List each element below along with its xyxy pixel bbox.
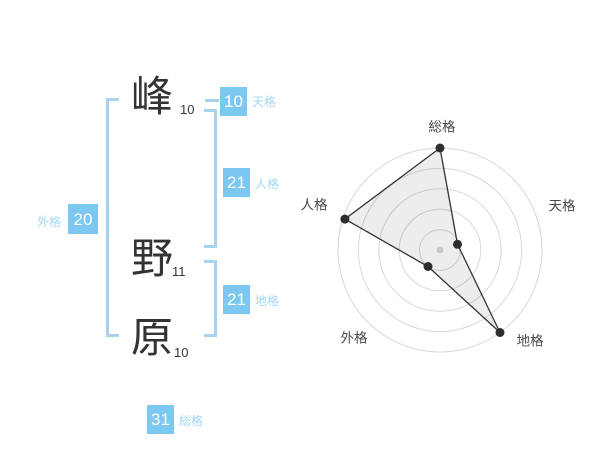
radar-data-point: [423, 262, 433, 271]
gaikaku-label: 外格: [37, 215, 62, 229]
soukaku-badge: 31: [147, 405, 174, 434]
radar-axis-label: 外格: [341, 331, 368, 346]
radar-data-point: [340, 214, 350, 224]
tenkaku-label: 天格: [252, 95, 277, 109]
stroke-count-2: 11: [172, 264, 186, 279]
jinkaku-label: 人格: [255, 177, 280, 191]
radar-grid-ring: [357, 167, 523, 333]
radar-axis-label: 総格: [429, 120, 456, 135]
jinkaku-bracket: [204, 109, 217, 248]
gaikaku-bracket: [106, 98, 119, 337]
jinkaku-badge: 21: [223, 168, 250, 197]
tenkaku-badge: 10: [220, 87, 247, 116]
name-char-1: 峰: [130, 73, 173, 120]
tenkaku-connector: [205, 99, 219, 102]
chikaku-label: 地格: [255, 294, 280, 308]
stroke-count-3: 10: [174, 345, 189, 360]
radar-grid-ring: [378, 188, 502, 312]
chikaku-bracket: [204, 260, 217, 337]
name-char-3: 原: [130, 314, 173, 361]
radar-axis-label: 地格: [517, 334, 545, 349]
radar-data-polygon: [343, 146, 501, 333]
chikaku-badge: 21: [223, 285, 250, 314]
radar-center-dot: [436, 246, 444, 254]
soukaku-label: 総格: [179, 414, 204, 428]
radar-axis-label: 人格: [301, 198, 328, 213]
radar-data-point: [453, 239, 462, 249]
gaikaku-badge: 20: [68, 204, 98, 234]
radar-axis-label: 天格: [549, 199, 577, 214]
radar-data-point: [495, 328, 505, 337]
radar-data-point: [435, 143, 445, 153]
name-char-2: 野: [130, 235, 173, 282]
stroke-count-1: 10: [180, 102, 195, 117]
